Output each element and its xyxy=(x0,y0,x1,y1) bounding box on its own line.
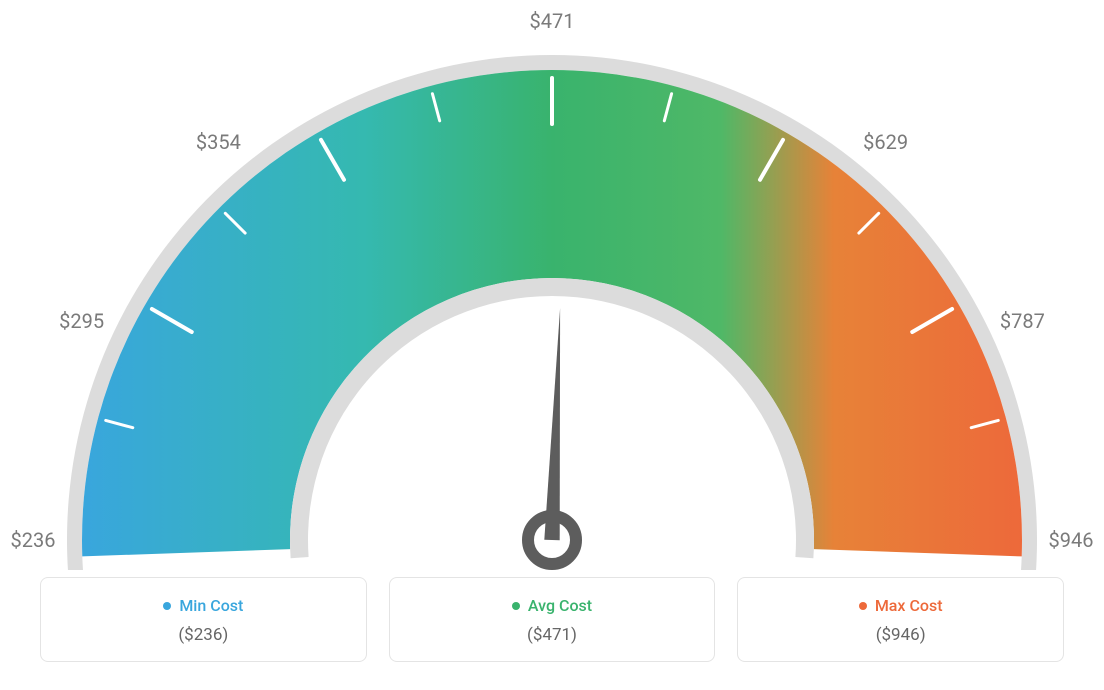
max-value: ($946) xyxy=(748,625,1053,645)
scale-label: $295 xyxy=(59,309,104,333)
scale-label: $787 xyxy=(1000,309,1045,333)
gauge-chart: $236 $295 $354 $471 $629 $787 $946 xyxy=(0,10,1104,570)
min-label-row: Min Cost xyxy=(51,596,356,615)
max-label: Max Cost xyxy=(875,596,943,615)
summary-row: Min Cost ($236) Avg Cost ($471) Max Cost… xyxy=(40,577,1064,662)
scale-label: $471 xyxy=(530,9,575,33)
min-value: ($236) xyxy=(51,625,356,645)
min-label: Min Cost xyxy=(179,596,243,615)
chart-container: $236 $295 $354 $471 $629 $787 $946 Min Cost ($… xyxy=(0,0,1104,690)
max-label-row: Max Cost xyxy=(748,596,1053,615)
avg-dot xyxy=(512,602,520,610)
max-dot xyxy=(859,602,867,610)
avg-value: ($471) xyxy=(400,625,705,645)
avg-label: Avg Cost xyxy=(528,596,592,615)
scale-label: $354 xyxy=(196,130,241,154)
avg-label-row: Avg Cost xyxy=(400,596,705,615)
avg-cost-card: Avg Cost ($471) xyxy=(389,577,716,662)
min-dot xyxy=(163,602,171,610)
scale-label: $236 xyxy=(11,528,56,552)
gauge-svg xyxy=(0,10,1104,570)
max-cost-card: Max Cost ($946) xyxy=(737,577,1064,662)
scale-label: $629 xyxy=(863,130,908,154)
min-cost-card: Min Cost ($236) xyxy=(40,577,367,662)
scale-label: $946 xyxy=(1049,528,1094,552)
